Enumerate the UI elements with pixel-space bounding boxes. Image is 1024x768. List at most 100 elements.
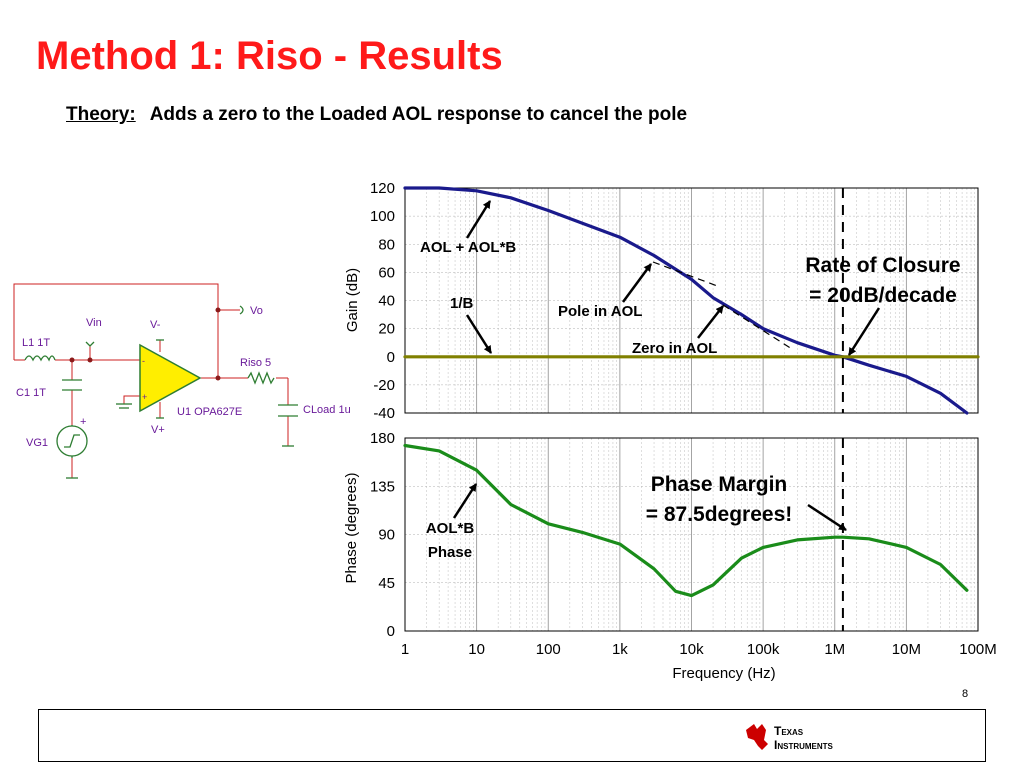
label-opamp-minus: - <box>142 356 145 366</box>
phase-plot-frame <box>404 437 979 632</box>
circuit-schematic: Vin V- Vo L1 1T C1 1T VG1 Riso 5 U1 OPA6… <box>13 283 351 479</box>
logo-line1: Texas <box>774 724 804 738</box>
plus-input-wire <box>123 395 140 404</box>
gain-y-axis-label: Gain (dB) <box>344 268 361 332</box>
vg1-step-icon <box>64 434 80 448</box>
arrow-phase-margin <box>807 503 847 532</box>
x-tick-label: 1k <box>612 641 628 658</box>
subtitle-label: Theory: <box>66 104 136 125</box>
y-tick-label: 0 <box>387 349 395 366</box>
y-tick-label: -20 <box>373 377 395 394</box>
vin-probe-icon <box>85 341 95 347</box>
schematic-wires <box>13 283 289 478</box>
y-tick-label: 40 <box>378 293 395 310</box>
label-vg1-plus: + <box>80 416 86 428</box>
label-l1: L1 1T <box>22 337 50 349</box>
phase-series-group <box>403 443 969 598</box>
phase-y-axis-label: Phase (degrees) <box>343 473 360 584</box>
schematic-junctions <box>69 307 221 381</box>
schematic-components <box>24 305 298 479</box>
y-tick-label: -40 <box>373 405 395 422</box>
arrow-zero <box>697 305 724 339</box>
label-c1: C1 1T <box>16 387 46 399</box>
arrow-pole <box>621 263 653 303</box>
y-tick-label: 180 <box>370 430 395 447</box>
phase-annotations: AOL*B Phase Phase Margin = 87.5degrees! <box>426 473 792 561</box>
junction-dot <box>215 307 221 313</box>
x-tick-label: 1 <box>401 641 409 658</box>
riso-resistor-icon <box>247 371 275 385</box>
gain-arrows <box>465 200 881 356</box>
x-tick-label: 100 <box>536 641 561 658</box>
annotation-pole: Pole in AOL <box>558 303 642 320</box>
label-cload: CLoad 1u <box>303 404 351 416</box>
x-tick-label: 10k <box>679 641 704 658</box>
subtitle-text: Adds a zero to the Loaded AOL response t… <box>149 104 688 125</box>
gain-chart: 120 100 80 60 40 20 0 -20 -40 Gain (dB) AOL + AO… <box>344 180 980 422</box>
annotation-aolb-line2: Phase <box>428 544 472 561</box>
series-line-0 <box>403 443 969 598</box>
junction-dot <box>69 357 75 363</box>
label-vg1: VG1 <box>26 437 48 449</box>
x-tick-label: 10 <box>468 641 485 658</box>
annotation-aol-aolb: AOL + AOL*B <box>420 239 516 256</box>
label-vminus: V- <box>150 319 161 331</box>
phase-x-tick-labels: 1 10 100 1k 10k 100k 1M 10M 100M <box>401 641 997 658</box>
label-vplus: V+ <box>151 424 165 436</box>
gain-y-tick-labels: 120 100 80 60 40 20 0 -20 -40 <box>370 180 395 422</box>
x-axis-label: Frequency (Hz) <box>672 665 775 682</box>
y-tick-label: 45 <box>378 575 395 592</box>
junction-dot <box>215 375 221 381</box>
phase-grid <box>404 438 978 631</box>
annotation-zero: Zero in AOL <box>632 340 717 357</box>
y-tick-label: 135 <box>370 478 395 495</box>
slide-title: Method 1: Riso - Results <box>36 34 503 78</box>
phase-y-tick-labels: 180 135 90 45 0 <box>370 430 395 640</box>
y-tick-label: 120 <box>370 180 395 197</box>
feedback-wire <box>13 283 219 378</box>
y-tick-label: 60 <box>378 264 395 281</box>
arrow-roc <box>847 307 881 356</box>
label-u1: U1 OPA627E <box>177 406 242 418</box>
arrow-aol-aolb <box>465 200 492 239</box>
junction-dot <box>87 357 93 363</box>
y-tick-label: 80 <box>378 236 395 253</box>
label-vo: Vo <box>250 305 263 317</box>
annotation-pm-line1: Phase Margin <box>651 473 788 496</box>
x-tick-label: 100M <box>959 641 997 658</box>
annotation-one-over-b: 1/B <box>450 295 474 312</box>
y-tick-label: 0 <box>387 623 395 640</box>
phase-arrows <box>452 483 847 532</box>
annotation-roc-line1: Rate of Closure <box>805 254 960 277</box>
y-tick-label: 100 <box>370 208 395 225</box>
opamp-triangle <box>139 343 202 413</box>
label-opamp-plus: + <box>142 392 147 402</box>
texas-instruments-logo: Texas Instruments <box>746 724 834 752</box>
page-number: 8 <box>962 688 969 700</box>
schematic-labels: Vin V- Vo L1 1T C1 1T VG1 Riso 5 U1 OPA6… <box>16 305 351 449</box>
vo-probe-icon <box>239 305 244 315</box>
footer-box <box>38 709 986 762</box>
y-tick-label: 20 <box>378 321 395 338</box>
y-tick-label: 90 <box>378 527 395 544</box>
annotation-pm-line2: = 87.5degrees! <box>646 503 793 526</box>
gain-annotations: AOL + AOL*B 1/B Pole in AOL Zero in AOL … <box>420 239 961 357</box>
phase-chart: 180 135 90 45 0 1 10 100 1k 10k 100k 1M 10M 100M Pha… <box>343 430 997 682</box>
label-vin: Vin <box>86 317 102 329</box>
ti-map-icon <box>746 724 768 750</box>
x-tick-label: 10M <box>892 641 921 658</box>
arrow-one-over-b <box>465 314 493 354</box>
x-tick-label: 100k <box>747 641 780 658</box>
series-line-0 <box>403 186 969 415</box>
label-riso: Riso 5 <box>240 357 271 369</box>
gain-series-group <box>403 186 980 415</box>
annotation-aolb-line1: AOL*B <box>426 520 475 537</box>
x-tick-label: 1M <box>824 641 845 658</box>
zero-asymptote-line <box>722 304 793 350</box>
slide-subtitle: Theory: Adds a zero to the Loaded AOL res… <box>66 104 687 126</box>
gain-plot-frame <box>404 187 979 414</box>
logo-line2: Instruments <box>774 738 834 752</box>
annotation-roc-line2: = 20dB/decade <box>809 284 957 307</box>
arrow-aolb-phase <box>452 483 478 519</box>
